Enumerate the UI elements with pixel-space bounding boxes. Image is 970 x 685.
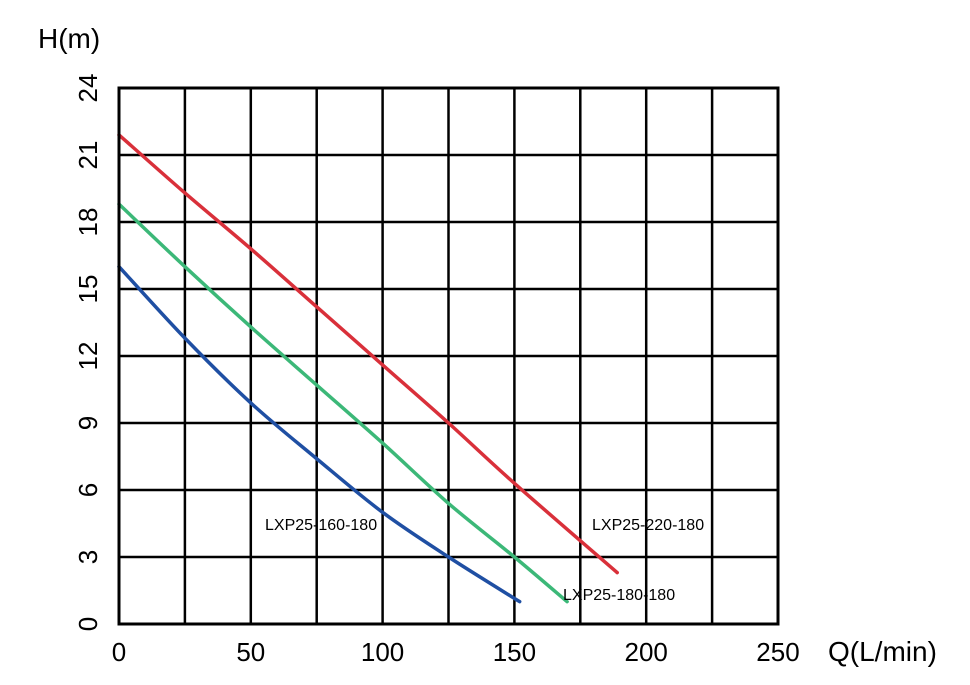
x-tick-label: 50 (236, 637, 265, 667)
y-tick-label: 3 (73, 550, 103, 564)
series-labels: LXP25-160-180 LXP25-180-180 LXP25-220-180 (265, 517, 704, 604)
series-label: LXP25-180-180 (563, 587, 675, 604)
x-tick-label: 200 (625, 637, 668, 667)
y-tick-label: 12 (73, 342, 103, 371)
series-label: LXP25-160-180 (265, 517, 377, 534)
y-tick-labels: 0 3 6 9 12 15 18 21 24 (73, 74, 103, 632)
plot-frame (117, 86, 780, 626)
x-tick-labels: 0 50 100 150 200 250 (112, 637, 800, 667)
y-tick-label: 15 (73, 275, 103, 304)
y-tick-label: 9 (73, 416, 103, 430)
y-tick-label: 24 (73, 74, 103, 103)
y-tick-label: 18 (73, 208, 103, 237)
y-tick-label: 6 (73, 483, 103, 497)
y-tick-label: 0 (73, 617, 103, 631)
x-tick-label: 150 (493, 637, 536, 667)
series-line-lxp25-220-180 (117, 133, 619, 575)
y-axis-title: H(m) (38, 23, 100, 54)
grid (119, 88, 778, 624)
series-lines (117, 133, 619, 604)
series-line-lxp25-180-180 (117, 202, 569, 604)
x-tick-label: 100 (361, 637, 404, 667)
x-tick-label: 250 (756, 637, 799, 667)
y-tick-label: 21 (73, 141, 103, 170)
x-tick-label: 0 (112, 637, 126, 667)
x-axis-title: Q(L/min) (828, 636, 937, 667)
series-label: LXP25-220-180 (592, 517, 704, 534)
series-line-lxp25-160-180 (117, 264, 522, 604)
